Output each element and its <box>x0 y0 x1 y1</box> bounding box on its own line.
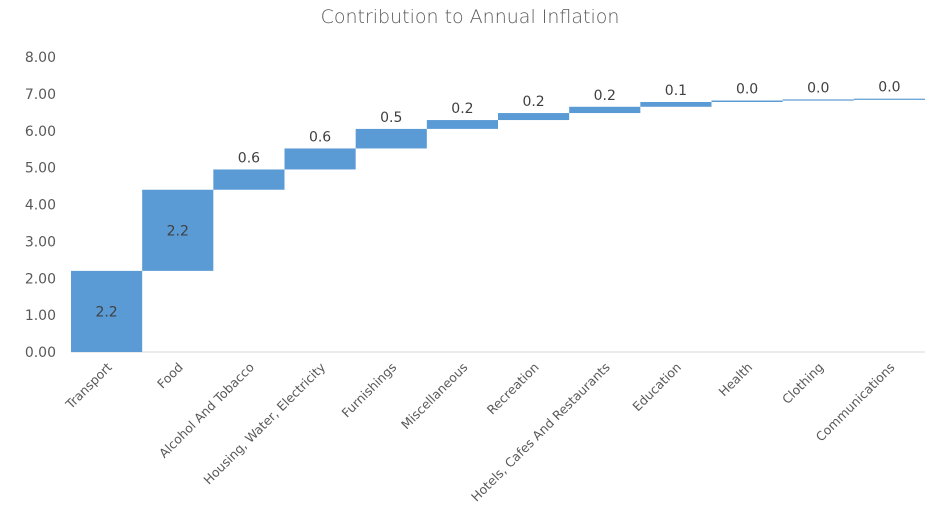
bar-furnishings <box>355 128 427 149</box>
data-labels: 2.2 2.2 0.6 0.6 0.5 0.2 0.2 0.2 0.1 0.0 0.0 0.0 <box>95 80 900 321</box>
bar-health <box>711 100 783 102</box>
data-label: 2.2 <box>167 223 189 239</box>
x-tick-label: Food <box>154 360 186 392</box>
data-label: 0.5 <box>380 110 402 126</box>
x-tick-label: Transport <box>62 359 115 412</box>
data-label: 0.2 <box>451 101 473 117</box>
y-tick-label: 5.00 <box>25 161 56 177</box>
y-tick-label: 7.00 <box>25 87 56 103</box>
y-tick-label: 2.00 <box>25 271 56 287</box>
x-tick-label: Housing, Water, Electricity <box>200 359 328 487</box>
bar-hotels-cafes-and-restaurants <box>569 106 641 114</box>
y-tick-label: 3.00 <box>25 234 56 250</box>
x-tick-label: Clothing <box>779 360 826 407</box>
data-label: 0.6 <box>238 150 260 166</box>
data-label: 0.0 <box>878 80 900 96</box>
y-tick-label: 4.00 <box>25 198 56 214</box>
bar-transport <box>71 270 143 352</box>
data-label: 0.0 <box>736 82 758 98</box>
chart-title: Contribution to Annual Inflation <box>320 6 620 28</box>
y-tick-label: 1.00 <box>25 308 56 324</box>
x-tick-label: Furnishings <box>339 360 400 421</box>
data-label: 2.2 <box>95 304 117 320</box>
x-tick-label: Communications <box>813 360 898 445</box>
bar-alcohol-and-tobacco <box>213 169 285 190</box>
x-tick-label: Health <box>716 360 756 400</box>
y-tick-label: 0.00 <box>25 345 56 361</box>
bar-housing-water-electricity <box>284 148 356 170</box>
x-tick-label: Miscellaneous <box>398 360 471 433</box>
bar-food <box>142 189 214 271</box>
data-label: 0.0 <box>807 80 829 96</box>
y-tick-label: 8.00 <box>25 50 56 66</box>
data-label: 0.6 <box>309 129 331 145</box>
bar-miscellaneous <box>426 120 498 129</box>
x-tick-label: Education <box>629 360 684 415</box>
bars <box>71 98 925 352</box>
bar-clothing <box>782 99 854 101</box>
y-axis: 0.00 1.00 2.00 3.00 4.00 5.00 6.00 7.00 8.00 <box>25 50 925 361</box>
x-tick-label: Hotels, Cafes And Restaurants <box>468 360 613 505</box>
data-label: 0.2 <box>522 94 544 110</box>
x-tick-label: Recreation <box>484 360 542 418</box>
bar-education <box>640 101 712 107</box>
data-label: 0.1 <box>665 83 687 99</box>
bar-communications <box>853 98 925 100</box>
data-label: 0.2 <box>594 88 616 104</box>
y-tick-label: 6.00 <box>25 124 56 140</box>
bar-recreation <box>498 113 570 121</box>
